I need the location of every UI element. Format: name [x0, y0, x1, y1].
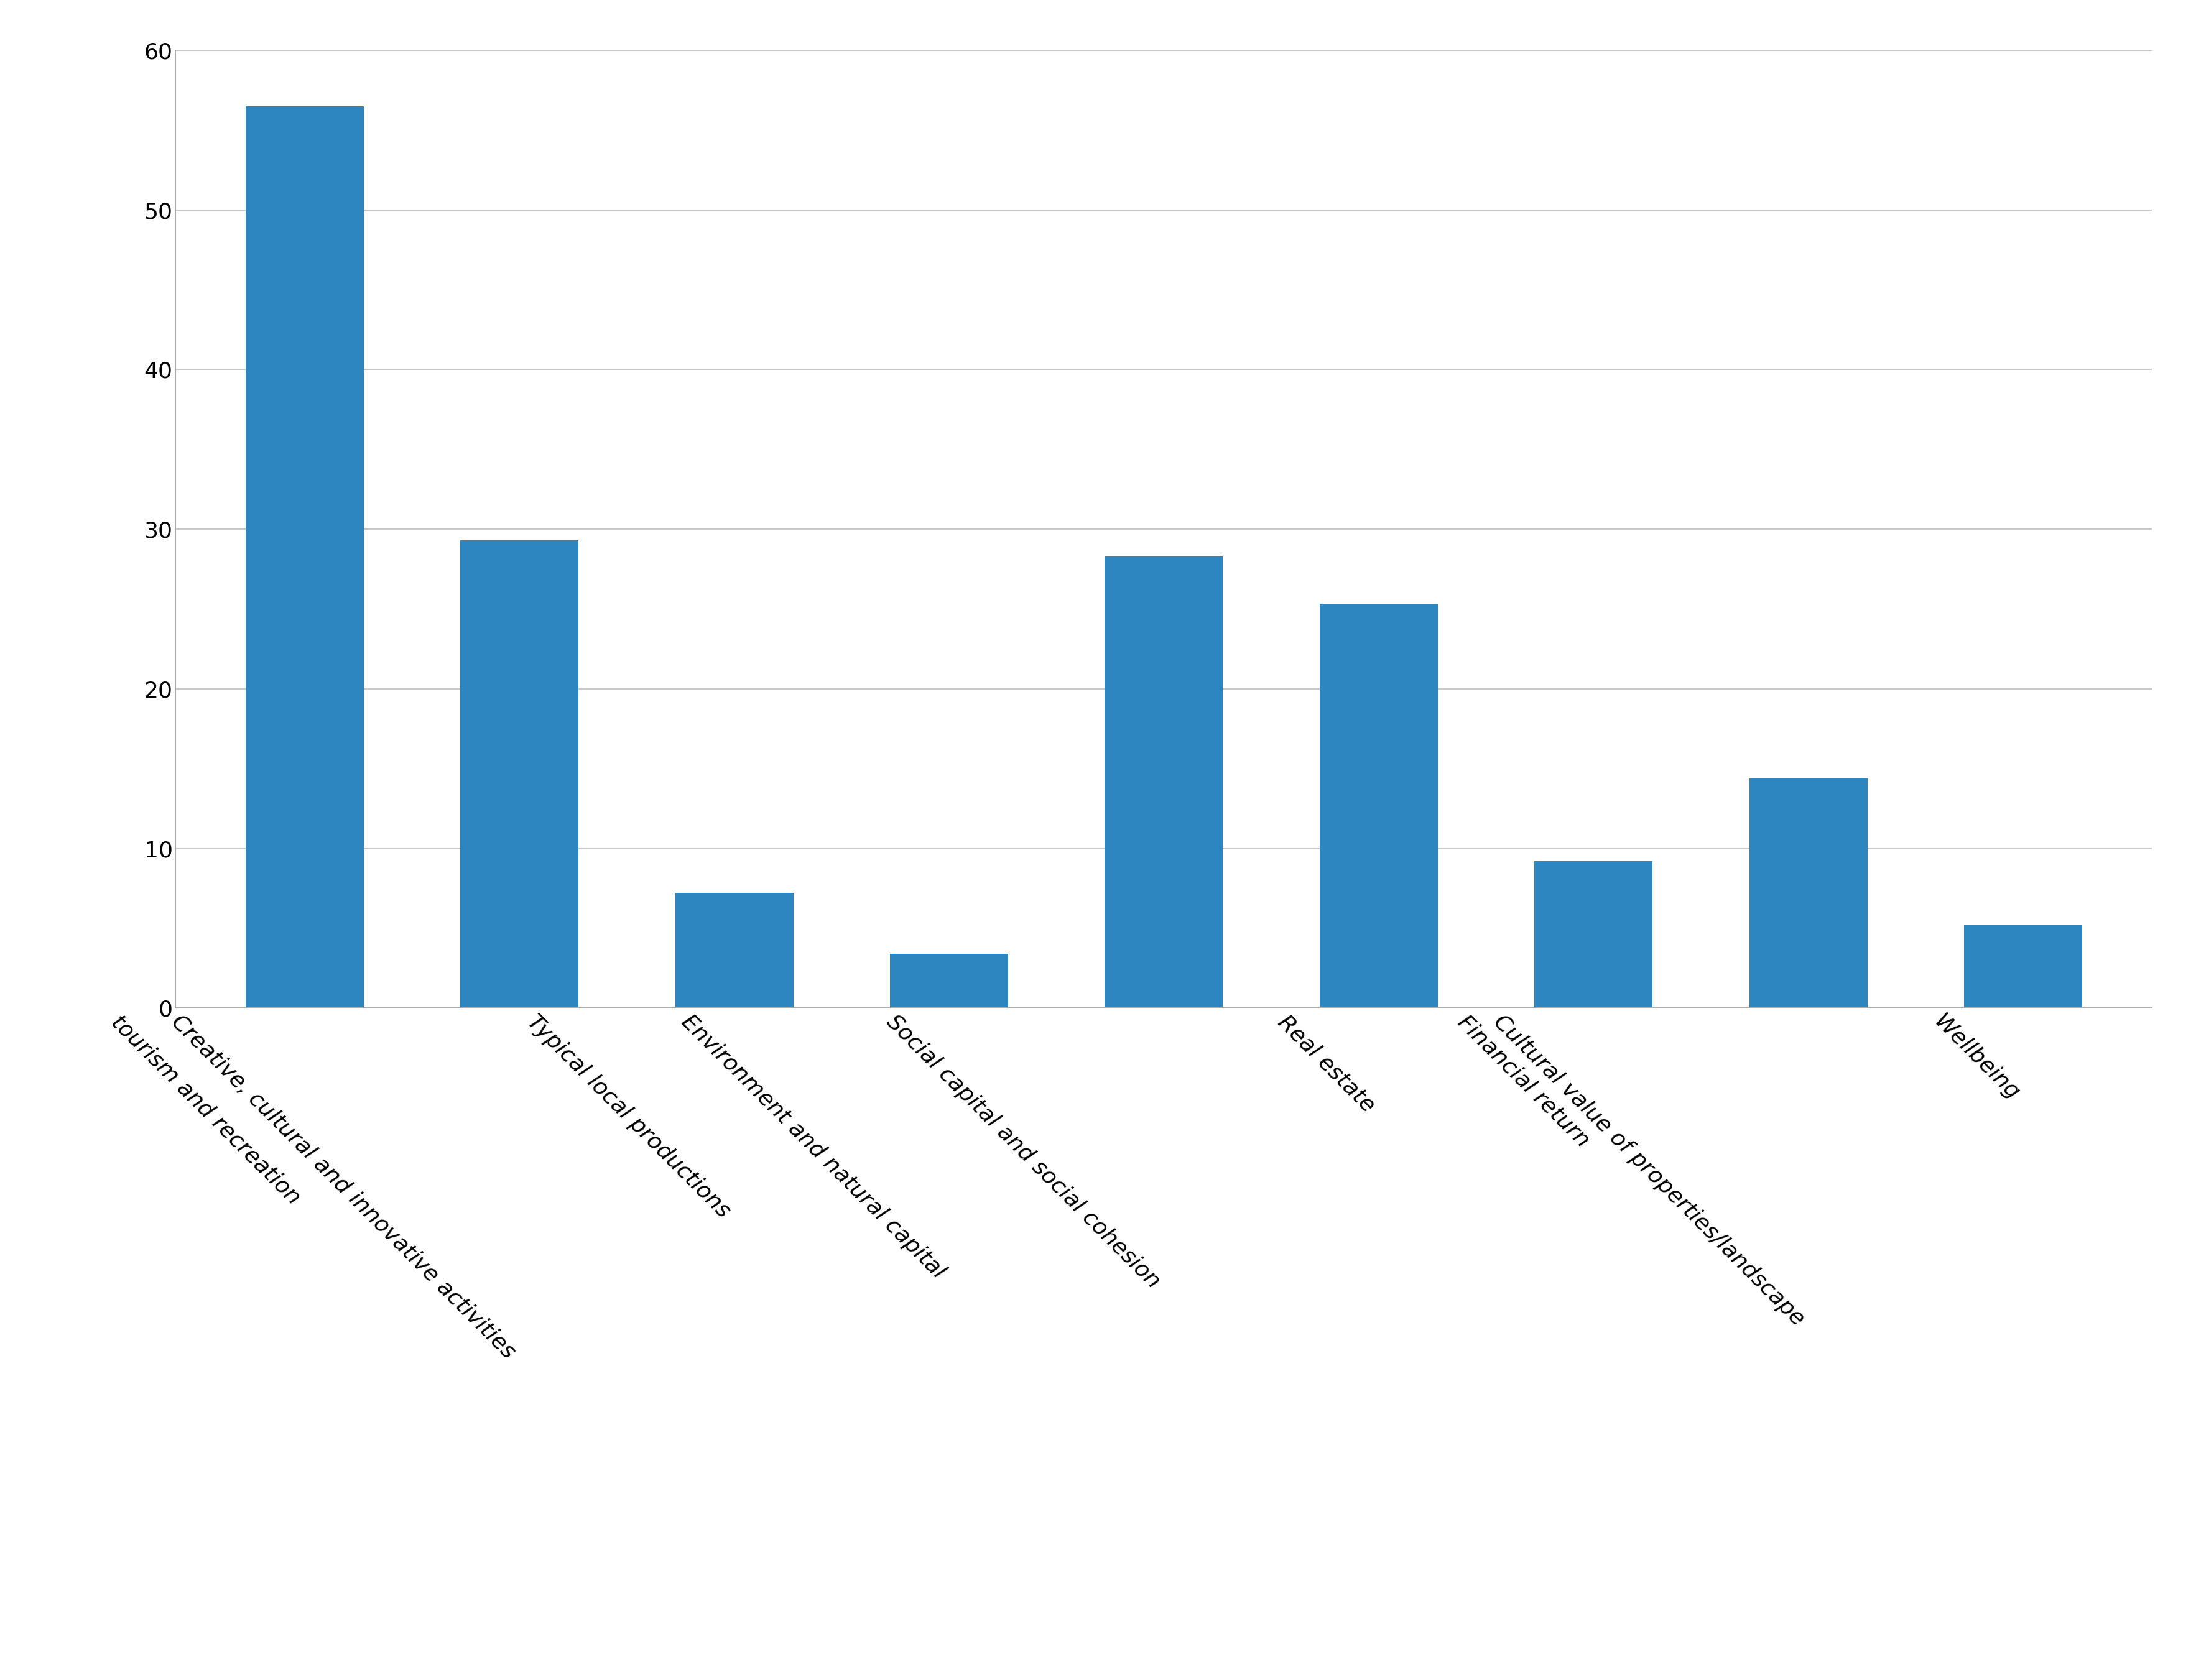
Bar — [889, 954, 1008, 1008]
Bar — [246, 106, 365, 1008]
Bar — [1750, 778, 1867, 1008]
Bar — [674, 894, 793, 1008]
Bar — [1535, 862, 1654, 1008]
Bar — [1105, 556, 1223, 1008]
Bar — [1963, 926, 2082, 1008]
Bar — [461, 541, 578, 1008]
Bar — [1320, 605, 1438, 1008]
